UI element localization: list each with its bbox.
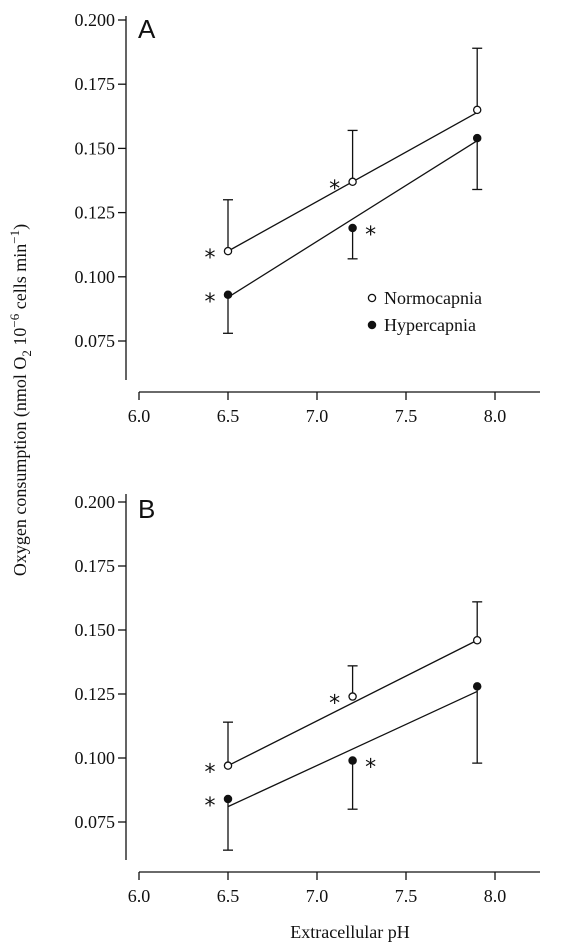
y-tick-label: 0.175 (75, 556, 116, 576)
fit-line-hypercapnia (227, 140, 478, 298)
x-tick-label: 7.0 (306, 406, 329, 426)
panel-b-letter: B (138, 494, 155, 524)
y-tick-label: 0.100 (75, 267, 116, 287)
point-normocapnia (472, 635, 482, 645)
x-tick-label: 7.5 (395, 886, 418, 906)
y-tick-label: 0.100 (75, 748, 116, 768)
significance-star: * (365, 223, 376, 248)
point-normocapnia (223, 246, 233, 256)
significance-star: * (205, 794, 216, 819)
legend-open-circle-icon (367, 293, 377, 303)
panel-a: 0.075 0.100 0.125 0.150 0.175 0.200 6.0 6.5 7.0 7… (75, 10, 540, 426)
x-tick-label: 7.5 (395, 406, 418, 426)
x-axis-label: Extracellular pH (290, 922, 409, 942)
y-tick-label: 0.200 (75, 10, 116, 30)
y-tick-label: 0.175 (75, 74, 116, 94)
significance-star: * (365, 756, 376, 781)
x-tick-label: 8.0 (484, 406, 507, 426)
x-tick-label: 6.0 (128, 406, 151, 426)
significance-star: * (205, 246, 216, 271)
y-tick-label: 0.075 (75, 331, 116, 351)
point-normocapnia (348, 692, 357, 701)
point-hypercapnia (348, 223, 357, 233)
x-tick-label: 6.5 (217, 406, 240, 426)
point-normocapnia (348, 177, 357, 187)
panel-a-letter: A (138, 14, 156, 44)
point-normocapnia (223, 761, 233, 770)
panel-b: 0.075 0.100 0.125 0.150 0.175 0.200 6.0 6.5 7.0 7… (75, 492, 540, 906)
x-tick-label: 8.0 (484, 886, 507, 906)
x-tick-label: 6.5 (217, 886, 240, 906)
point-hypercapnia (472, 133, 482, 143)
point-hypercapnia (223, 290, 233, 300)
legend-filled-circle-icon (367, 320, 377, 330)
fit-line-hypercapnia (227, 690, 478, 808)
y-tick-label: 0.150 (75, 620, 116, 640)
legend-label-normocapnia: Normocapnia (384, 288, 482, 308)
y-tick-label: 0.150 (75, 138, 116, 158)
y-tick-label: 0.200 (75, 492, 116, 512)
point-hypercapnia (348, 756, 357, 765)
significance-star: * (329, 692, 340, 717)
fit-line-normocapnia (227, 639, 478, 767)
y-axis-label: Oxygen consumption (nmol O2 10−6 cells m… (7, 224, 34, 576)
point-normocapnia (472, 105, 482, 115)
y-tick-label: 0.075 (75, 812, 116, 832)
point-hypercapnia (223, 794, 233, 804)
significance-star: * (329, 177, 340, 202)
y-tick-label: 0.125 (75, 203, 116, 223)
significance-star: * (205, 290, 216, 315)
legend: Normocapnia Hypercapnia (367, 288, 482, 335)
y-tick-label: 0.125 (75, 684, 116, 704)
significance-star: * (205, 761, 216, 786)
legend-label-hypercapnia: Hypercapnia (384, 315, 476, 335)
x-tick-label: 7.0 (306, 886, 329, 906)
x-tick-label: 6.0 (128, 886, 151, 906)
point-hypercapnia (472, 682, 482, 691)
